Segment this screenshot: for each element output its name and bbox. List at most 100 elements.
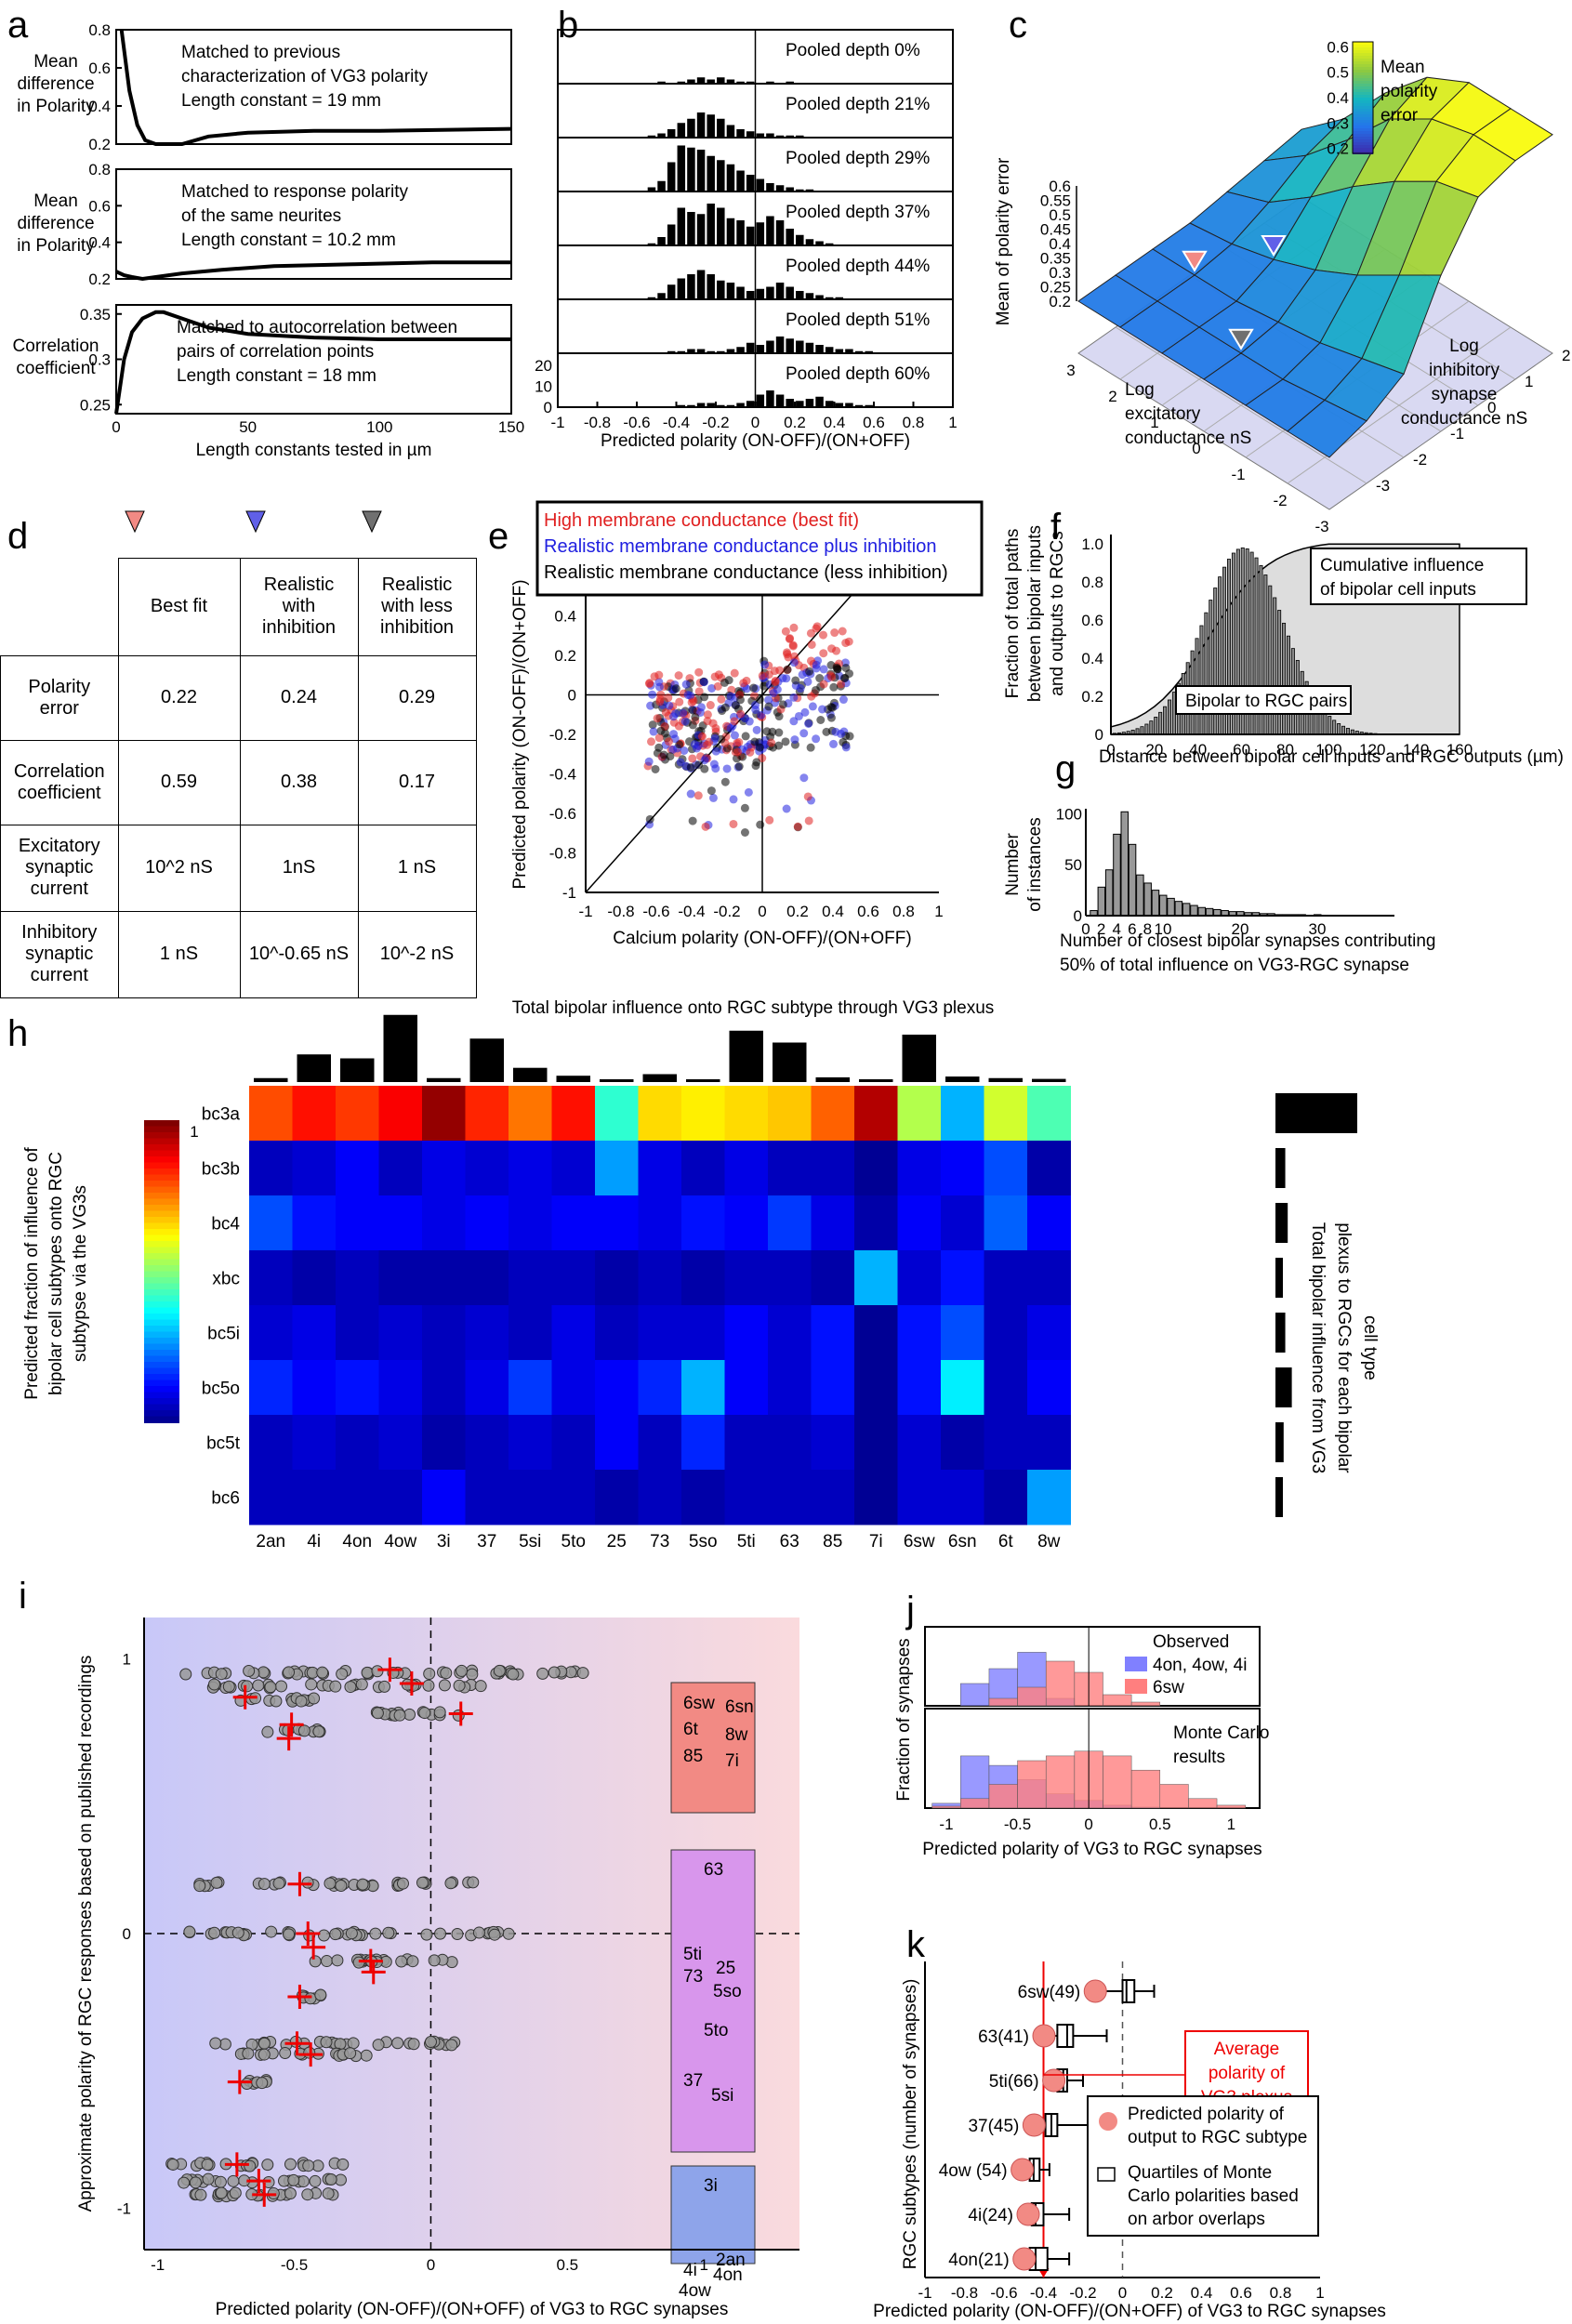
heatmap-cell — [638, 1360, 682, 1416]
heatmap-cell — [595, 1305, 639, 1361]
x-tick-label: -0.6 — [990, 2284, 1017, 2302]
scatter-point — [244, 2159, 257, 2172]
histogram-bar — [677, 123, 686, 138]
scatter-point — [730, 731, 739, 740]
histogram-bar — [657, 81, 666, 84]
heatmap-cell — [551, 1086, 596, 1142]
z-tick-label: 0.5 — [1049, 206, 1071, 224]
scatter-point — [664, 693, 673, 703]
colorbar-tick-label: 1 — [190, 1123, 198, 1141]
row-label: bc5t — [206, 1434, 241, 1454]
scatter-point — [778, 674, 787, 683]
colorbar-segment — [144, 1343, 179, 1351]
right-bar-label: cell type — [1360, 1315, 1380, 1380]
scatter-point — [734, 762, 744, 772]
scatter-point — [222, 1680, 235, 1693]
heatmap-cell — [465, 1086, 509, 1142]
x-axis-label: Predicted polarity (ON-OFF)/(ON+OFF) of … — [216, 2300, 729, 2319]
group-label: 8w — [725, 1725, 748, 1745]
histogram-bar — [1168, 699, 1172, 735]
histogram-bar — [1197, 906, 1206, 917]
histogram-bar — [835, 403, 844, 407]
histogram-bar — [667, 129, 676, 138]
y-tick-label: 50 — [1064, 856, 1082, 874]
y-axis-label: conductance nS — [1401, 409, 1527, 429]
scatter-point — [791, 676, 800, 685]
scatter-point — [680, 717, 690, 726]
right-bar — [1275, 1093, 1357, 1133]
scatter-point — [687, 698, 696, 707]
group-label: 5to — [704, 2021, 728, 2040]
scatter-point — [811, 685, 820, 694]
colorbar-segment — [144, 1338, 179, 1345]
histogram-bar — [786, 135, 794, 138]
colorbar-segment — [1353, 148, 1373, 152]
scatter-point — [320, 2036, 333, 2049]
colorbar-tick-label: 0.3 — [1327, 114, 1349, 132]
table-cell: 1 nS — [117, 910, 241, 998]
histogram-bar — [726, 283, 735, 299]
heatmap-cell — [811, 1141, 855, 1196]
scatter-point — [829, 682, 839, 692]
histogram-bar — [766, 81, 774, 84]
row-label: bc5i — [207, 1325, 240, 1344]
panel-f: 0 20 40 60 80 100 120 140 160 0 0.2 0.4 0.6 0.8 1.0 Dis… — [1003, 525, 1564, 767]
x-tick-label: 0 — [1106, 741, 1115, 759]
histogram-bar — [1199, 625, 1204, 735]
column-label: 6t — [998, 1532, 1014, 1552]
scatter-point — [734, 738, 744, 747]
heatmap-cell — [292, 1305, 337, 1361]
colorbar-tick-label: 0.6 — [1327, 38, 1349, 56]
colorbar-segment — [144, 1380, 179, 1387]
x-tick-label: 80 — [1276, 741, 1294, 759]
x-tick-label: -0.5 — [281, 2256, 308, 2274]
panel-a: 0.2 0.4 0.6 0.8 Matched to previous character… — [13, 21, 525, 460]
histogram-bar — [717, 350, 725, 353]
histogram-bar — [667, 350, 676, 353]
scatter-point — [301, 1876, 314, 1889]
scatter-point — [803, 677, 812, 686]
y-tick-label: 0.35 — [80, 306, 111, 324]
histogram-bar — [707, 79, 715, 84]
scatter-point — [758, 671, 767, 680]
histogram-bar — [1282, 622, 1287, 735]
histogram-bar — [1190, 905, 1198, 917]
scatter-point — [418, 1707, 431, 1720]
legend-marker — [1099, 2112, 1117, 2131]
panel-label-g: g — [1055, 748, 1076, 789]
colorbar-tick-label: 0.4 — [1327, 89, 1349, 107]
heatmap-cell — [897, 1360, 942, 1416]
x-tick-label: 0.8 — [903, 414, 925, 431]
histogram-bar — [677, 350, 686, 353]
table-cell: 0.59 — [117, 739, 241, 825]
scatter-point — [746, 747, 755, 757]
group-box — [670, 1682, 756, 1814]
scatter-point — [819, 680, 828, 689]
histogram-bar — [835, 349, 844, 353]
x-tick-label: 0.4 — [1191, 2284, 1213, 2302]
top-bar — [859, 1079, 893, 1082]
heatmap-cell — [378, 1470, 423, 1525]
heatmap-cell — [681, 1415, 725, 1471]
annotation-text: Matched to previous — [181, 43, 340, 62]
heatmap-cell — [681, 1470, 725, 1525]
colorbar-segment — [1353, 109, 1373, 112]
histogram-bar — [717, 160, 725, 191]
y-tick-label: 0 — [1074, 907, 1082, 925]
group-label: 7i — [725, 1751, 739, 1771]
y-tick-label: 20 — [535, 357, 552, 375]
x-tick-label: 1 — [934, 903, 943, 920]
scatter-point — [714, 670, 723, 680]
x-axis-label: 50% of total influence on VG3-RGC synaps… — [1060, 956, 1409, 975]
scatter-point — [336, 1668, 349, 1681]
scatter-point — [331, 1954, 344, 1967]
x-tick-label: 150 — [498, 418, 524, 436]
scatter-point — [688, 816, 697, 825]
scatter-point — [690, 740, 699, 749]
histogram-bar — [687, 118, 695, 138]
scatter-point — [309, 1955, 322, 1968]
histogram-bar — [786, 187, 794, 191]
x-tick-label: 0.5 — [1149, 1816, 1171, 1833]
histogram-bar — [865, 350, 873, 353]
heatmap-cell — [811, 1415, 855, 1471]
